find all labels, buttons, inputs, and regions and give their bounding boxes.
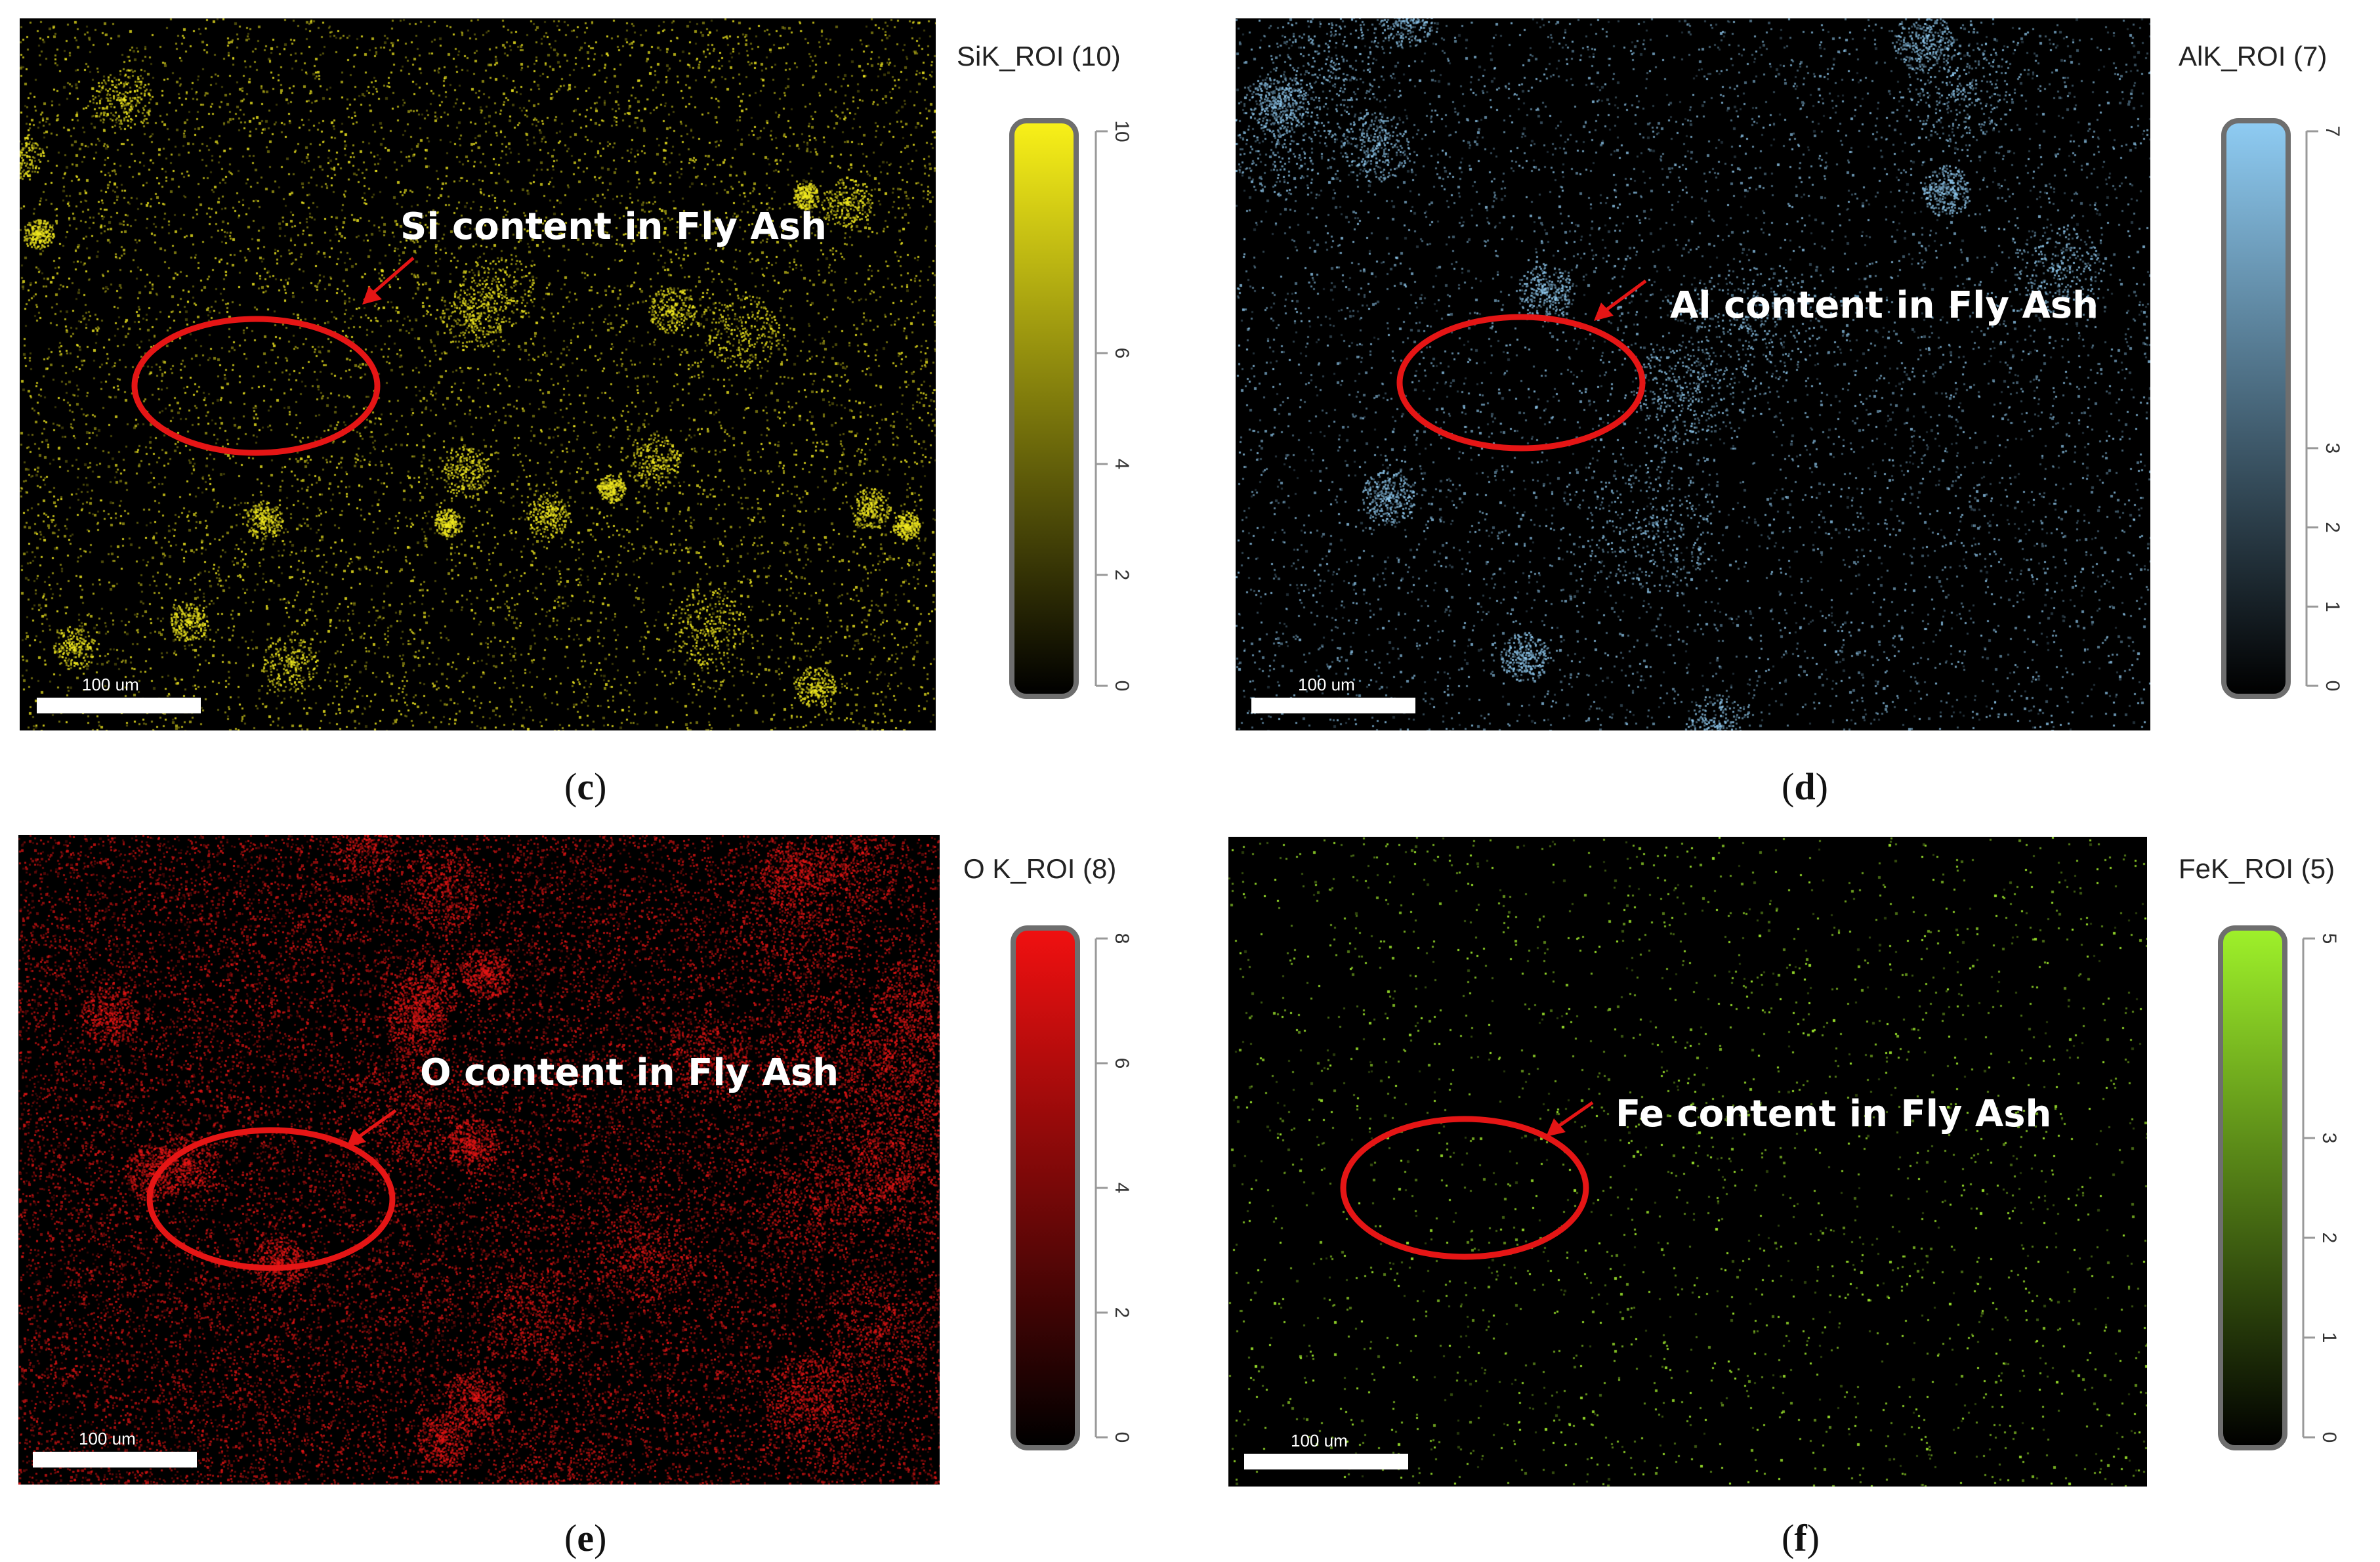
fe-distribution-canvas xyxy=(1228,837,2147,1487)
colorbar-title: FeK_ROI (5) xyxy=(2179,853,2335,884)
eds-map-si: Si content in Fly Ash 100 um xyxy=(20,18,936,730)
annotation-label: Si content in Fly Ash xyxy=(400,205,827,248)
colorbar-tick-label: 3 xyxy=(2322,443,2343,454)
colorbar-title: O K_ROI (8) xyxy=(963,853,1117,884)
panel-caption: (d) xyxy=(1782,765,1828,808)
annotation-label: Al content in Fly Ash xyxy=(1670,284,2098,327)
colorbar-tick-label: 4 xyxy=(1111,459,1133,470)
colorbar-tick-label: 0 xyxy=(2318,1432,2340,1443)
scale-bar xyxy=(1244,1454,1408,1469)
scale-label: 100 um xyxy=(82,675,139,694)
colorbar-tick-label: 0 xyxy=(2322,681,2343,692)
colorbar xyxy=(1009,118,1079,699)
colorbar-tick-label: 0 xyxy=(1111,1432,1133,1443)
colorbar-tick-label: 6 xyxy=(1111,348,1133,359)
colorbar-tick-label: 3 xyxy=(2318,1133,2340,1144)
colorbar-tick-label: 4 xyxy=(1111,1183,1133,1194)
colorbar-ticks: 10 6 4 2 0 xyxy=(1096,120,1133,691)
colorbar xyxy=(2218,925,2287,1450)
scale-label: 100 um xyxy=(1291,1431,1348,1450)
o-distribution-canvas xyxy=(18,835,940,1485)
colorbar-axis: 5 3 2 1 0 xyxy=(2302,933,2340,1443)
colorbar xyxy=(2221,118,2291,699)
scale-bar xyxy=(33,1452,197,1467)
colorbar-tick-label: 1 xyxy=(2322,601,2343,612)
colorbar-axis: 8 6 4 2 0 xyxy=(1095,933,1133,1443)
colorbar-tick-label: 10 xyxy=(1111,120,1133,142)
scale-label: 100 um xyxy=(1298,675,1355,694)
colorbar-ticks: 5 3 2 1 0 xyxy=(2303,933,2340,1443)
annotation-label: Fe content in Fly Ash xyxy=(1616,1093,2052,1135)
colorbar-tick-label: 2 xyxy=(2318,1233,2340,1244)
scale-label: 100 um xyxy=(79,1429,136,1448)
al-distribution-canvas xyxy=(1236,18,2150,730)
eds-map-fe: Fe content in Fly Ash 100 um xyxy=(1228,837,2147,1487)
colorbar-tick-label: 1 xyxy=(2318,1332,2340,1343)
colorbar-tick-label: 2 xyxy=(1111,570,1133,581)
scale-bar xyxy=(1251,698,1415,713)
colorbar-tick-label: 6 xyxy=(1111,1058,1133,1069)
eds-map-al: Al content in Fly Ash 100 um xyxy=(1236,18,2150,730)
colorbar-title: SiK_ROI (10) xyxy=(957,41,1121,72)
panel-caption: (f) xyxy=(1782,1517,1820,1559)
colorbar-ticks: 8 6 4 2 0 xyxy=(1096,933,1133,1443)
colorbar-tick-label: 5 xyxy=(2318,933,2340,944)
colorbar-tick-label: 7 xyxy=(2322,126,2343,137)
colorbar-tick-label: 8 xyxy=(1111,933,1133,944)
annotation-label: O content in Fly Ash xyxy=(420,1051,839,1094)
panel-caption: (c) xyxy=(564,765,607,808)
colorbar-ticks: 7 3 2 1 0 xyxy=(2307,126,2343,692)
eds-map-o: O content in Fly Ash 100 um xyxy=(18,835,940,1485)
colorbar-tick-label: 0 xyxy=(1111,681,1133,692)
colorbar xyxy=(1011,925,1080,1450)
colorbar-axis: 10 6 4 2 0 xyxy=(1095,120,1133,691)
panel-caption: (e) xyxy=(564,1517,607,1559)
scale-bar xyxy=(37,698,201,713)
colorbar-axis: 7 3 2 1 0 xyxy=(2305,126,2343,692)
colorbar-tick-label: 2 xyxy=(1111,1307,1133,1319)
si-distribution-canvas xyxy=(20,18,936,730)
colorbar-tick-label: 2 xyxy=(2322,522,2343,533)
colorbar-title: AlK_ROI (7) xyxy=(2179,41,2328,72)
